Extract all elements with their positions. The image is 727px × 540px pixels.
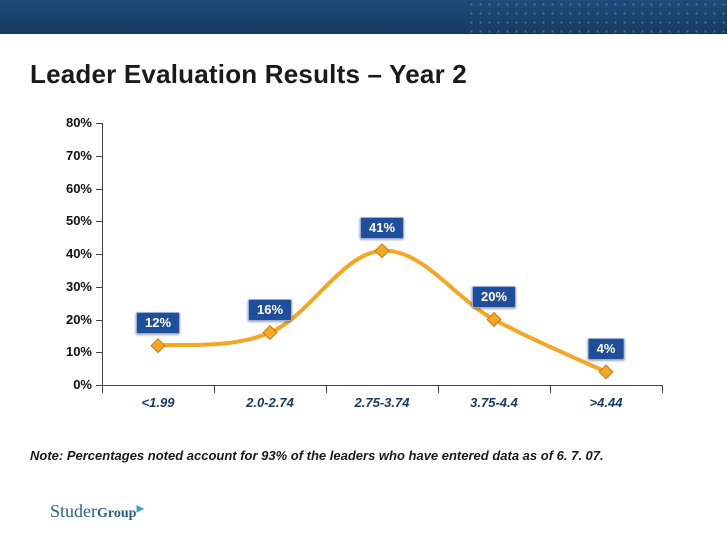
chart-svg — [40, 115, 690, 435]
logo-triangle-icon: ▶ — [136, 503, 144, 514]
header-dots — [467, 0, 727, 34]
logo-part-b: Group — [97, 506, 136, 521]
page-title: Leader Evaluation Results – Year 2 — [30, 59, 467, 90]
data-marker — [599, 365, 613, 379]
header-band — [0, 0, 727, 34]
studer-group-logo: StuderGroup▶ — [50, 501, 144, 522]
series-line — [158, 251, 606, 372]
data-marker — [151, 339, 165, 353]
data-marker — [263, 326, 277, 340]
data-label: 16% — [248, 299, 292, 321]
data-label: 41% — [360, 217, 404, 239]
data-label: 20% — [472, 286, 516, 308]
chart-footnote: Note: Percentages noted account for 93% … — [30, 448, 690, 464]
data-label: 4% — [588, 338, 625, 360]
data-marker — [375, 244, 389, 258]
logo-part-a: Studer — [50, 501, 97, 521]
evaluation-line-chart: 0%10%20%30%40%50%60%70%80%<1.992.0-2.742… — [40, 115, 690, 435]
data-label: 12% — [136, 312, 180, 334]
